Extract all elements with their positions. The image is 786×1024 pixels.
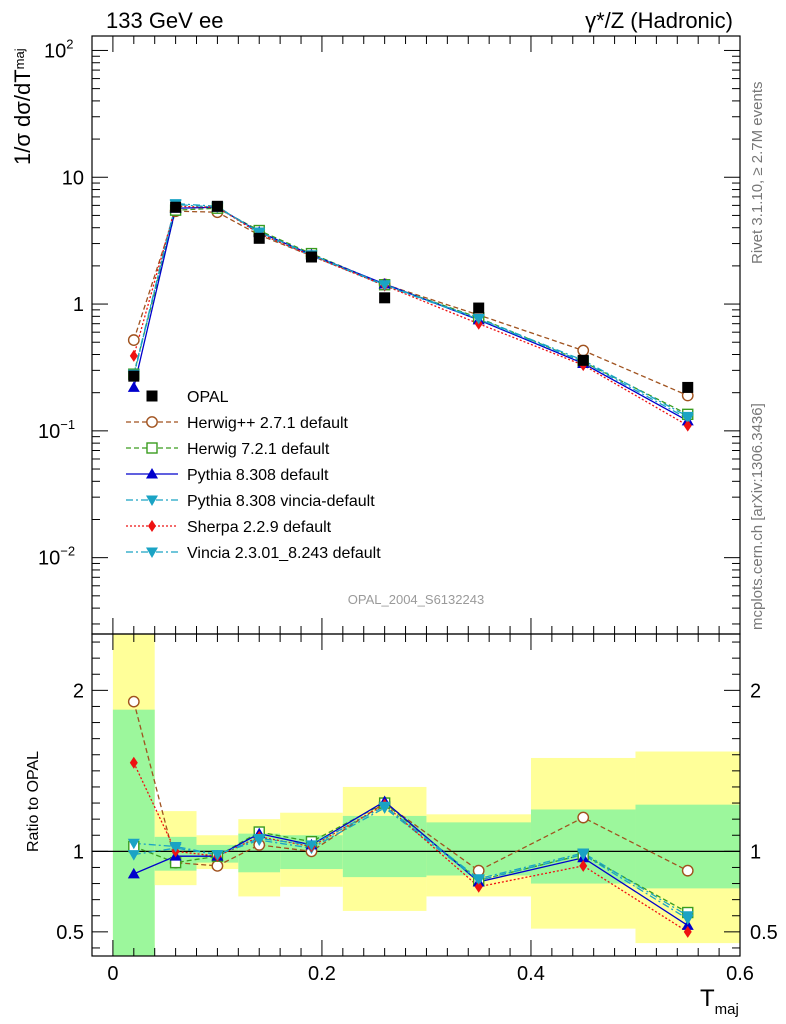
ratio-point-5-6 xyxy=(472,874,485,885)
legend-marker-3 xyxy=(146,468,158,479)
main-point-4-0 xyxy=(129,349,138,362)
main-point-2-0 xyxy=(127,381,140,392)
analysis-label: OPAL_2004_S6132243 xyxy=(348,592,484,607)
legend-entry-6: Vincia 2.3.01_8.243 default xyxy=(126,545,381,562)
data-point-4 xyxy=(305,251,317,263)
ratio-uncertainty-bands xyxy=(112,634,740,956)
x-tick-label-0: 0 xyxy=(107,963,118,985)
band-green-0 xyxy=(112,709,155,956)
legend-entry-4: Pythia 8.308 vincia-default xyxy=(126,493,375,510)
ratio-plot-frame xyxy=(91,633,741,957)
main-point-5-5 xyxy=(378,280,391,291)
legend-marker-2 xyxy=(146,442,158,454)
main-point-0-7 xyxy=(577,344,590,357)
legend-marker-1 xyxy=(146,416,158,428)
main-point-5-8 xyxy=(681,411,694,423)
ratio-point-2-0 xyxy=(127,867,140,879)
ratio-point-4-8 xyxy=(683,925,692,938)
title-energy: 133 GeV ee xyxy=(106,8,223,33)
legend-label-0: OPAL xyxy=(187,389,229,406)
x-tick-label-3: 0.6 xyxy=(726,963,754,985)
main-point-5-6 xyxy=(472,313,485,325)
main-y-axis-label: 1/σ dσ/dTmaj xyxy=(10,48,35,165)
legend-label-5: Sherpa 2.2.9 default xyxy=(187,519,332,536)
main-ytick-label-4: 10−2 xyxy=(38,544,75,570)
main-point-5-3 xyxy=(253,227,266,239)
legend-marker-5 xyxy=(148,520,156,532)
legend: OPAL Herwig++ 2.7.1 default Herwig 7.2.1 d… xyxy=(126,389,381,562)
legend-label-3: Pythia 8.308 default xyxy=(187,467,329,484)
ratio-point-4-0 xyxy=(129,756,138,769)
ratio-y-axis-label: Ratio to OPAL xyxy=(25,751,42,852)
ratio-point-0-0 xyxy=(127,695,140,708)
legend-entry-2: Herwig 7.2.1 default xyxy=(126,441,330,458)
ratio-point-4-7 xyxy=(579,859,588,872)
legend-entry-5: Sherpa 2.2.9 default xyxy=(126,519,332,536)
legend-label-2: Herwig 7.2.1 default xyxy=(187,441,330,458)
ratio-point-0-2 xyxy=(211,859,224,872)
band-green-5 xyxy=(342,815,427,878)
main-plot-series xyxy=(127,199,694,432)
ratio-ytick-label-left-0: 0.5 xyxy=(56,922,84,944)
x-tick-label-1: 0.2 xyxy=(308,963,336,985)
ratio-point-5-7 xyxy=(577,848,590,859)
legend-marker-0 xyxy=(146,390,158,402)
x-tick-label-2: 0.4 xyxy=(517,963,545,985)
mcplots-label: mcplots.cern.ch [arXiv:1306.3436] xyxy=(749,403,766,630)
legend-entry-0: OPAL xyxy=(146,389,229,406)
x-axis-label: Tmaj xyxy=(700,985,739,1018)
legend-label-4: Pythia 8.308 vincia-default xyxy=(187,493,375,510)
main-line-5 xyxy=(133,203,689,417)
data-point-2 xyxy=(211,200,223,212)
main-line-3 xyxy=(133,202,689,420)
main-ytick-label-3: 10−1 xyxy=(38,417,75,443)
ratio-ytick-label-left-2: 2 xyxy=(73,680,84,702)
ratio-point-3-0 xyxy=(127,850,140,861)
ratio-point-5-8 xyxy=(681,911,694,922)
ratio-point-5-3 xyxy=(253,833,266,845)
data-point-5 xyxy=(379,292,391,304)
ratio-point-5-4 xyxy=(305,840,318,851)
ratio-point-4-6 xyxy=(474,880,483,893)
main-ytick-label-0: 102 xyxy=(44,36,73,62)
title-process: γ*/Z (Hadronic) xyxy=(585,8,733,33)
main-line-0 xyxy=(133,210,688,397)
ratio-ytick-label-right-0: 0.5 xyxy=(750,922,778,944)
data-point-7 xyxy=(577,354,589,366)
ratio-ytick-label-right-2: 2 xyxy=(750,680,761,702)
ratio-point-5-5 xyxy=(378,801,391,813)
ratio-ytick-label-right-1: 1 xyxy=(750,841,761,863)
axes-ticks: 102 10 1 10−1 10−2 0.5 0.5 1 1 2 2 0 0.2 0.4 0.6 xyxy=(38,36,778,985)
ratio-point-5-2 xyxy=(211,850,224,861)
main-line-1 xyxy=(133,207,689,415)
legend-entry-1: Herwig++ 2.7.1 default xyxy=(126,415,349,432)
data-point-1 xyxy=(170,201,182,213)
rivet-version-label: Rivet 3.1.10, ≥ 2.7M events xyxy=(749,82,766,265)
main-ytick-label-2: 1 xyxy=(73,294,84,316)
legend-label-6: Vincia 2.3.01_8.243 default xyxy=(187,545,381,562)
main-point-4-8 xyxy=(683,419,692,432)
data-point-3 xyxy=(253,232,265,244)
legend-marker-6 xyxy=(146,547,158,558)
legend-label-1: Herwig++ 2.7.1 default xyxy=(187,415,349,432)
legend-entry-3: Pythia 8.308 default xyxy=(126,467,329,484)
ratio-ytick-label-left-1: 1 xyxy=(73,841,84,863)
ratio-point-0-8 xyxy=(681,864,694,877)
main-ytick-label-1: 10 xyxy=(62,167,84,189)
ratio-point-0-7 xyxy=(577,811,590,824)
data-point-8 xyxy=(682,381,694,393)
main-y-axis-label-sub: maj xyxy=(12,48,27,69)
main-point-0-0 xyxy=(127,334,140,346)
ratio-point-5-0 xyxy=(127,838,140,850)
ratio-plot-series xyxy=(127,695,694,938)
legend-marker-4 xyxy=(146,495,158,506)
data-point-0 xyxy=(128,370,140,382)
main-line-4 xyxy=(133,205,689,427)
data-point-6 xyxy=(473,302,485,314)
x-axis-label-sub: maj xyxy=(715,1001,739,1018)
ratio-point-5-1 xyxy=(169,842,182,853)
